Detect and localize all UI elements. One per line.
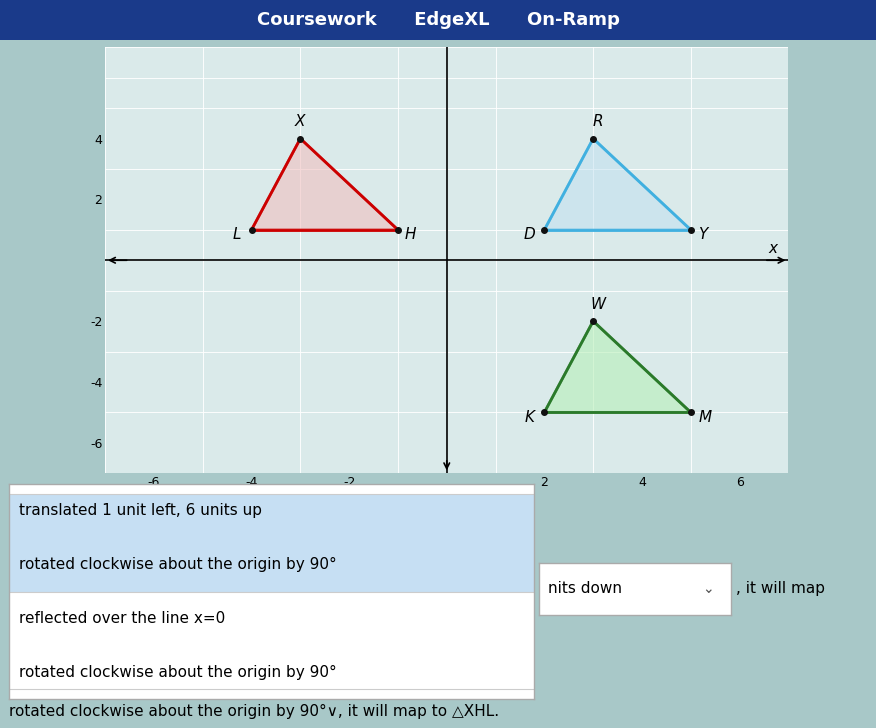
Text: H: H — [405, 227, 416, 242]
Text: rotated clockwise about the origin by 90°∨, it will map to △XHL.: rotated clockwise about the origin by 90… — [9, 705, 499, 719]
Polygon shape — [544, 138, 691, 230]
Text: x: x — [769, 241, 778, 256]
Text: reflected over the line x=0: reflected over the line x=0 — [19, 611, 225, 626]
Text: Coursework      EdgeXL      On-Ramp: Coursework EdgeXL On-Ramp — [257, 11, 619, 29]
Polygon shape — [251, 138, 398, 230]
Text: K: K — [525, 410, 534, 424]
Text: rotated clockwise about the origin by 90°: rotated clockwise about the origin by 90… — [19, 557, 337, 572]
Text: Y: Y — [698, 227, 708, 242]
Text: W: W — [590, 297, 605, 312]
Text: X: X — [295, 114, 306, 130]
Text: translated 1 unit left, 6 units up: translated 1 unit left, 6 units up — [19, 504, 262, 518]
Bar — [9, 494, 534, 591]
Text: , it will map: , it will map — [736, 582, 825, 596]
Text: L: L — [233, 227, 241, 242]
Text: D: D — [524, 227, 535, 242]
Text: ⌄: ⌄ — [703, 582, 714, 596]
Text: M: M — [699, 410, 712, 424]
Polygon shape — [544, 321, 691, 412]
Text: rotated clockwise about the origin by 90°: rotated clockwise about the origin by 90… — [19, 665, 337, 679]
Text: nits down: nits down — [548, 582, 622, 596]
Text: R: R — [593, 114, 604, 130]
